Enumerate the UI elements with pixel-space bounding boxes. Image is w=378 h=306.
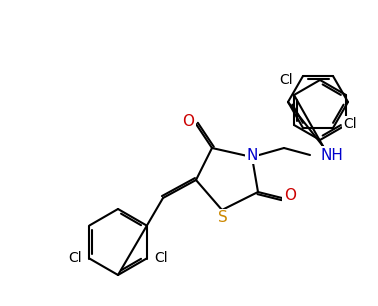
Text: NH: NH (320, 147, 343, 162)
Text: Cl: Cl (343, 117, 356, 131)
Text: Cl: Cl (279, 73, 293, 87)
Text: Cl: Cl (68, 252, 81, 266)
Text: S: S (218, 211, 228, 226)
Text: Cl: Cl (155, 252, 168, 266)
Text: N: N (246, 147, 258, 162)
Text: O: O (284, 188, 296, 203)
Text: O: O (182, 114, 194, 129)
